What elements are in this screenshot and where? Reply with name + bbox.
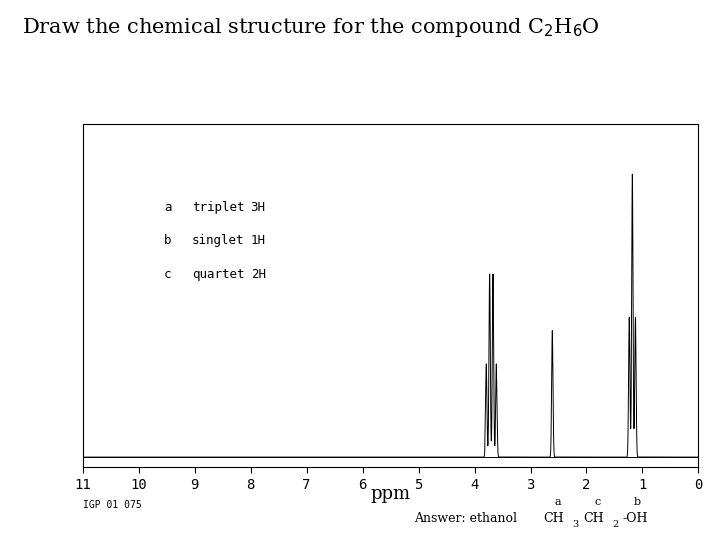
- Text: a: a: [554, 496, 562, 507]
- Text: IGP 01 075: IGP 01 075: [83, 500, 142, 510]
- Text: quartet: quartet: [192, 267, 244, 280]
- Text: 2H: 2H: [251, 267, 266, 280]
- Text: CH: CH: [544, 512, 564, 525]
- Text: b: b: [634, 496, 641, 507]
- Text: 3H: 3H: [251, 201, 266, 214]
- Text: 2: 2: [612, 521, 618, 529]
- Text: ppm: ppm: [371, 485, 410, 503]
- Text: singlet: singlet: [192, 234, 244, 247]
- Text: a: a: [164, 201, 171, 214]
- Text: b: b: [164, 234, 171, 247]
- Text: c: c: [164, 267, 171, 280]
- Text: triplet: triplet: [192, 201, 244, 214]
- Text: 1H: 1H: [251, 234, 266, 247]
- Text: CH: CH: [583, 512, 604, 525]
- Text: -OH: -OH: [623, 512, 648, 525]
- Text: c: c: [595, 496, 600, 507]
- Text: 3: 3: [572, 521, 579, 529]
- Text: Draw the chemical structure for the compound C$_2$H$_6$O: Draw the chemical structure for the comp…: [22, 16, 599, 39]
- Text: Answer: ethanol: Answer: ethanol: [414, 512, 517, 525]
